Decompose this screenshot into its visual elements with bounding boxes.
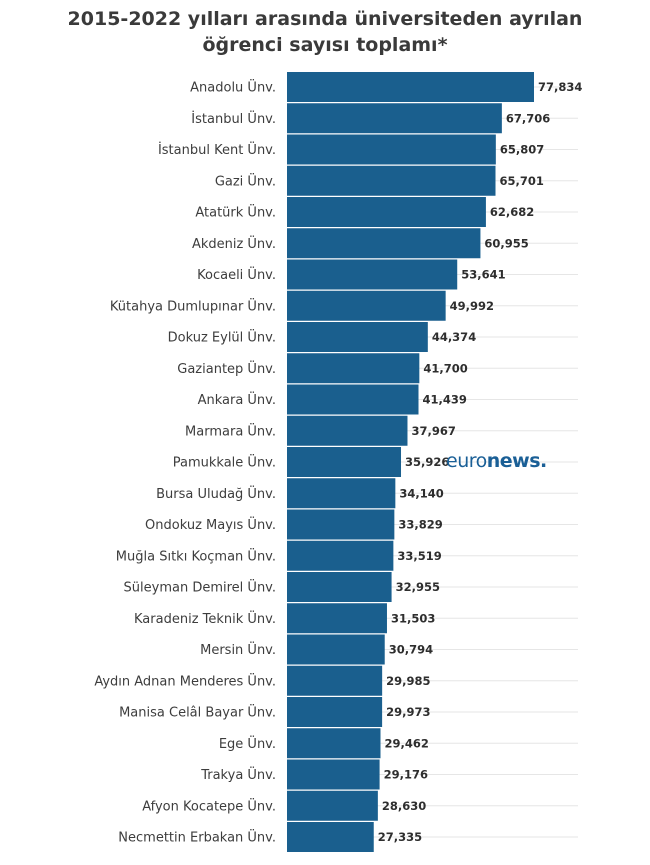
chart-title-line-2: öğrenci sayısı toplamı* [202,34,448,56]
category-label: Gaziantep Ünv. [177,360,276,377]
bar [287,197,486,227]
logo-text-news: news. [486,450,548,472]
bar [287,415,408,446]
value-label: 34,140 [399,486,443,500]
category-label: Trakya Ünv. [200,766,276,783]
bar [287,322,428,352]
category-label: Atatürk Ünv. [195,204,276,221]
value-label: 32,955 [396,580,440,594]
category-label: Ankara Ünv. [198,391,276,408]
value-label: 37,967 [411,424,455,438]
bar [287,353,420,384]
bar [287,103,502,134]
category-label: Necmettin Erbakan Ünv. [118,829,276,846]
value-label: 35,926 [405,455,449,469]
chart-title: 2015-2022 yılları arasında üniversiteden… [0,6,650,58]
bar [287,134,496,165]
value-label: 33,829 [398,518,442,532]
category-label: Anadolu Ünv. [190,79,276,96]
value-label: 77,834 [538,80,582,94]
category-label: Dokuz Eylül Ünv. [168,329,276,346]
value-label: 29,973 [386,705,430,719]
value-label: 44,374 [432,330,476,344]
value-label: 29,462 [384,736,428,750]
category-label: Gazi Ünv. [215,172,276,189]
bar [287,259,458,290]
bar [287,228,481,259]
bar [287,447,402,477]
bar [287,384,419,415]
category-label: Karadeniz Teknik Ünv. [134,610,276,627]
bar [287,728,381,759]
category-label: Muğla Sıtkı Koçman Ünv. [116,547,276,564]
value-label: 53,641 [461,268,505,282]
value-label: 65,807 [500,143,544,157]
value-label: 28,630 [382,799,426,813]
chart-title-line-1: 2015-2022 yılları arasında üniversiteden… [67,8,583,30]
category-label: İstanbul Kent Ünv. [158,141,276,158]
category-label: Marmara Ünv. [185,422,276,439]
bar [287,759,380,790]
category-label: Ege Ünv. [219,735,276,752]
bar [287,665,383,696]
category-label: Kütahya Dumlupınar Ünv. [110,297,276,314]
bar [287,697,383,727]
bar [287,165,496,196]
category-label: Bursa Uludağ Ünv. [156,485,276,502]
bar [287,540,394,571]
value-label: 65,701 [499,174,543,188]
value-label: 27,335 [378,830,422,844]
value-label: 41,700 [423,361,467,375]
category-label: Afyon Kocatepe Ünv. [142,797,276,814]
logo-text-euro: euro [446,450,487,472]
bar [287,72,534,102]
euronews-logo: euronews. [446,450,547,472]
value-label: 29,176 [384,768,428,782]
category-label: Kocaeli Ünv. [197,266,276,283]
category-label: Mersin Ünv. [200,641,276,658]
value-label: 41,439 [423,393,467,407]
bar [287,509,395,540]
value-label: 29,985 [386,674,430,688]
category-label: İstanbul Ünv. [191,110,276,127]
bar [287,572,392,602]
value-label: 49,992 [450,299,494,313]
bar [287,290,446,321]
bar [287,634,385,665]
category-label: Pamukkale Ünv. [173,454,276,471]
category-label: Süleyman Demirel Ünv. [124,579,276,596]
category-label: Akdeniz Ünv. [192,235,276,252]
bar [287,478,396,509]
bar [287,822,374,852]
category-label: Ondokuz Mayıs Ünv. [145,516,276,533]
bar [287,603,387,634]
value-label: 67,706 [506,111,550,125]
value-label: 31,503 [391,611,435,625]
category-label: Aydın Adnan Menderes Ünv. [94,672,276,689]
bar [287,790,378,821]
value-label: 62,682 [490,205,534,219]
value-label: 33,519 [397,549,441,563]
value-label: 60,955 [484,236,528,250]
category-label: Manisa Celâl Bayar Ünv. [119,704,276,721]
value-label: 30,794 [389,643,433,657]
